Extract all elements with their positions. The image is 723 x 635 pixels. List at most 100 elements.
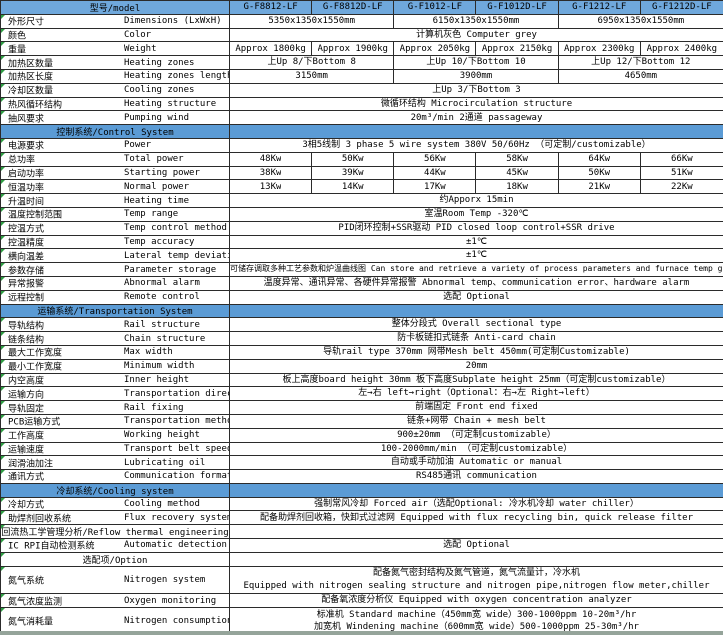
value-cell: 选配 Optional: [230, 539, 723, 552]
section-title-label: 运输系统/Transportation System: [37, 307, 193, 318]
spec-label-en: Remote control: [124, 292, 200, 303]
value-cells: 自动或手动加油 Automatic or manual: [230, 456, 723, 469]
spec-row: 通讯方式 Communication format RS485通讯 communic…: [1, 470, 723, 484]
spec-label-en: Power: [124, 140, 152, 151]
spec-label-zh: 氮气浓度监测: [8, 597, 63, 608]
cell-flag-icon: [1, 387, 5, 392]
spec-label-en: Total power: [124, 154, 184, 165]
spec-row: 链条结构 Chain structure 防卡板链扣式链条 Anti-card ch…: [1, 332, 723, 346]
value-text: PID闭环控制+SSR驱动 PID closed loop control+SS…: [338, 222, 615, 233]
cell-flag-icon: [1, 152, 5, 157]
spec-label: PCB运输方式 Transportation method: [1, 414, 230, 428]
spec-label-zh: 控温精度: [8, 238, 45, 249]
value-cell: 56Kw: [394, 152, 477, 166]
value-text: 18Kw: [506, 181, 528, 192]
value-cells: 配备助焊剂回收箱，快卸式过滤网 Equipped with flux recyc…: [230, 511, 723, 524]
value-cells: 强制常风冷却 Forced air（选配Optional: 冷水机冷却 wate…: [230, 498, 723, 511]
spec-row: 工作高度 Working height 900±20mm （可定制customiza…: [1, 428, 723, 443]
spec-label-zh: 颜色: [8, 31, 27, 42]
spec-label-en: Oxygen monitoring: [124, 595, 217, 606]
value-cells: 选配 Optional: [230, 539, 723, 552]
value-cell: 51Kw: [641, 167, 723, 180]
value-text: 链条+网带 Chain + mesh belt: [407, 416, 546, 427]
spec-row: 助焊剂回收系统 Flux recovery system 配备助焊剂回收箱，快卸式过…: [1, 511, 723, 526]
spec-label: 升温时间 Heating time: [1, 194, 230, 207]
spec-row: 颜色 Color 计算机灰色 Computer grey: [1, 28, 723, 43]
spec-row: 润滑油加注 Lubricating oil 自动或手动加油 Automatic or…: [1, 456, 723, 471]
value-text: 配备氮气密封结构及氮气管道，氮气流量计，冷水机: [372, 568, 580, 579]
spec-label: 启动功率 Starting power: [1, 166, 230, 180]
spec-label: 运输方向 Transportation direction: [1, 387, 230, 401]
spec-label: 氮气浓度监测 Oxygen monitoring: [1, 594, 230, 608]
value-text: 4650mm: [624, 71, 658, 82]
spec-label-en: Automatic detection system: [124, 540, 229, 551]
spec-label: 外形尺寸 Dimensions (LxWxH): [1, 14, 230, 28]
cell-flag-icon: [1, 97, 5, 102]
spec-label-en: Nitrogen consumption: [124, 616, 230, 627]
value-cell: 强制常风冷却 Forced air（选配Optional: 冷水机冷却 wate…: [230, 498, 723, 511]
spec-label: 控温精度 Temp accuracy: [1, 235, 230, 249]
value-text: 自动或手动加油 Automatic or manual: [390, 457, 563, 468]
value-text: 微循环结构 Microcirculation structure: [380, 98, 573, 109]
spec-label-zh: 加热区长度: [8, 72, 54, 83]
spec-label-en: Pumping wind: [124, 112, 190, 123]
value-cells: 左→右 left→right（Optional：右→左 Right→left）: [230, 387, 723, 400]
spec-label-zh: 热风循环结构: [8, 100, 63, 111]
value-cell: RS485通讯 communication: [230, 470, 723, 483]
value-cells: 3150mm 3900mm 4650mm: [230, 69, 723, 83]
value-text: 3900mm: [459, 71, 493, 82]
value-cells: [230, 305, 723, 318]
value-text: 100-2000mm/min （可定制customizable）: [380, 443, 573, 454]
spec-row: 参数存储 Parameter storage 可储存调取多种工艺参数和炉温曲线图 C…: [1, 263, 723, 277]
value-text: 56Kw: [424, 153, 446, 164]
spec-label-en: Heating time: [124, 195, 190, 206]
value-text: G-F8812-LF: [243, 2, 298, 13]
value-cell: 58Kw: [476, 152, 559, 166]
value-cells: 3相5线制 3 phase 5 wire system 380V 50/60Hz…: [230, 139, 723, 152]
spec-label-en: Communication format: [124, 471, 230, 482]
spec-label-zh: 通讯方式: [8, 472, 45, 483]
spec-label-en: Rail structure: [124, 319, 200, 330]
spec-row: 冷却方式 Cooling method 强制常风冷却 Forced air（选配Op…: [1, 497, 723, 512]
value-cells: 选配 Optional: [230, 291, 723, 304]
value-cells: Approx 1800kg Approx 1900kg Approx 2050kg A…: [230, 42, 723, 56]
spec-label-en: Cooling method: [124, 499, 200, 510]
value-cells: 5350x1350x1550mm 6150x1350x1550mm 6950x135…: [230, 14, 723, 28]
spec-label: 氮气系统 Nitrogen system: [1, 566, 230, 594]
value-text: 6150x1350x1550mm: [432, 15, 520, 26]
value-cells: 上Up 3/下Bottom 3: [230, 84, 723, 97]
spec-row: 导轨结构 Rail structure 整体分段式 Overall sectiona…: [1, 318, 723, 333]
value-text: Approx 1900kg: [317, 43, 388, 54]
value-text: Approx 2300kg: [563, 43, 635, 54]
spec-row: 外形尺寸 Dimensions (LxWxH) 5350x1350x1550mm 61…: [1, 14, 723, 29]
spec-label-en: Heating zones: [124, 57, 195, 68]
value-cell: [230, 553, 723, 566]
spec-label-zh: 参数存储: [8, 266, 45, 276]
value-cell: 4650mm: [559, 70, 723, 83]
value-cell: Approx 2150kg: [476, 42, 559, 56]
value-text: 计算机灰色 Computer grey: [416, 29, 537, 40]
spec-row: 最大工作宽度 Max width 导轨rail type 370mm 网带Mesh …: [1, 345, 723, 360]
cell-flag-icon: [1, 442, 5, 447]
value-cell: 44Kw: [394, 166, 477, 180]
model-header-label: 型号/model: [89, 3, 141, 14]
spec-row: 导轨固定 Rail fixing 前端固定 Front end fixed: [1, 401, 723, 415]
bottom-edge-strip: [0, 631, 723, 635]
spec-label-zh: 异常报警: [8, 279, 45, 290]
value-cells: 室温Room Temp -320℃: [230, 208, 723, 221]
spec-row: 异常报警 Abnormal alarm 温度异常、通讯异常、各硬件异常报警 Abno…: [1, 276, 723, 291]
value-cells: 38Kw 39Kw 44Kw 45Kw 50Kw 51Kw: [230, 166, 723, 180]
value-text: G-F1212D-LF: [652, 2, 712, 13]
value-text: 强制常风冷却 Forced air（选配Optional: 冷水机冷却 wate…: [314, 498, 639, 509]
value-text: 防卡板链扣式链条 Anti-card chain: [397, 333, 556, 344]
value-cell: 39Kw: [312, 166, 395, 180]
spec-label: 最小工作宽度 Minimum width: [1, 359, 230, 373]
spec-label-en: Heating structure: [124, 98, 217, 109]
spec-row: 温度控制范围 Temp range 室温Room Temp -320℃: [1, 207, 723, 222]
spec-label-en: Max width: [124, 347, 173, 358]
spec-row: 控温精度 Temp accuracy ±1℃: [1, 235, 723, 250]
spec-row: 远程控制 Remote control 选配 Optional: [1, 290, 723, 305]
cell-flag-icon: [1, 56, 5, 61]
value-text: ±1℃: [466, 236, 487, 247]
